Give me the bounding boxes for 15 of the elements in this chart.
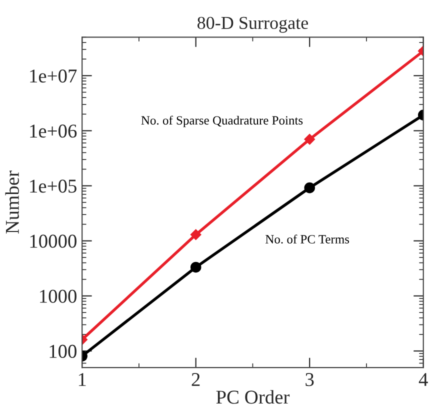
x-tick-label: 1: [78, 373, 86, 386]
chart-title: 80-D Surrogate: [198, 16, 308, 33]
x-tick-label: 4: [418, 373, 428, 386]
x-tick-label: 3: [306, 373, 314, 386]
y-tick-label: 100: [50, 344, 76, 358]
x-axis-title: PC Order: [216, 390, 290, 404]
x-tick-label: 2: [192, 373, 200, 386]
y-axis-title: Number: [5, 170, 19, 234]
y-tick-label: 1e+06: [30, 124, 77, 138]
series-label: No. of Sparse Quadrature Points: [141, 116, 303, 128]
y-tick-label: 1e+07: [30, 69, 77, 83]
y-tick-label: 1000: [40, 290, 76, 303]
series-label: No. of PC Terms: [266, 234, 350, 244]
y-tick-label: 1e+05: [30, 180, 76, 193]
y-tick-label: 10000: [30, 234, 76, 248]
